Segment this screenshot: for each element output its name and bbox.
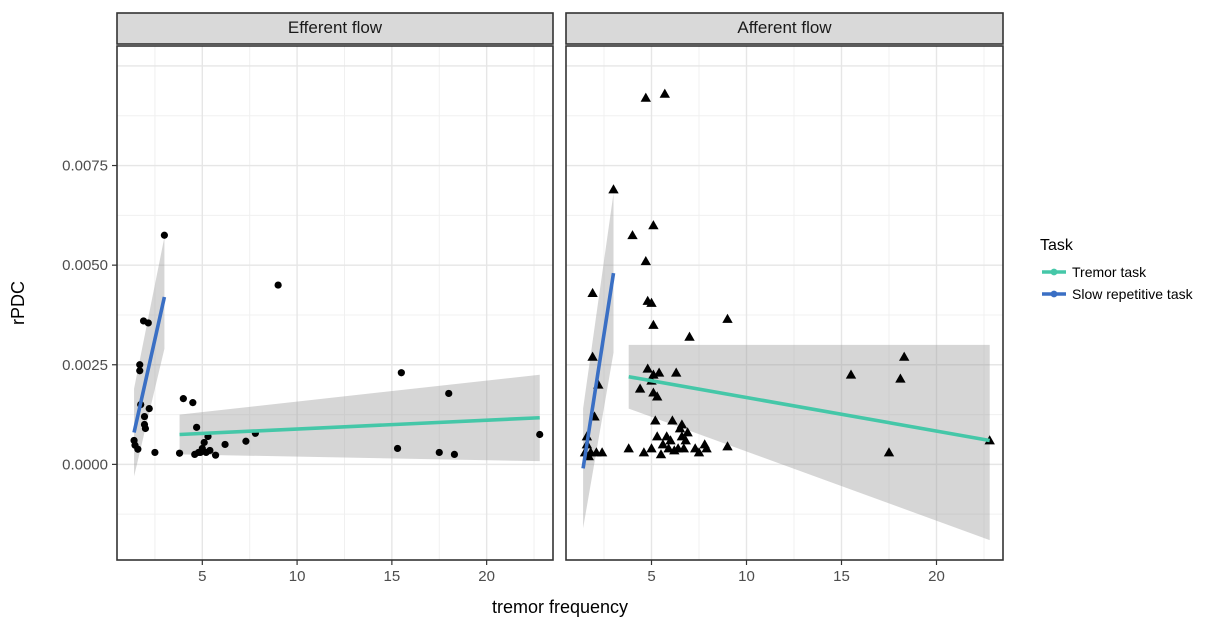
- data-point-triangle: [653, 367, 665, 377]
- data-point-circle: [193, 423, 201, 431]
- legend-label: Tremor task: [1072, 264, 1147, 280]
- data-point-triangle: [667, 415, 678, 425]
- data-point-triangle: [895, 373, 906, 383]
- data-point-circle: [211, 451, 220, 459]
- data-point-triangle: [642, 363, 653, 373]
- panel-border: [565, 45, 1004, 561]
- data-point-triangle: [684, 331, 695, 341]
- data-point-triangle: [646, 443, 657, 453]
- data-point-circle: [136, 361, 144, 369]
- x-tick-label: 5: [198, 568, 206, 585]
- data-point-triangle: [587, 287, 598, 297]
- y-tick-label: 0.0000: [62, 456, 108, 473]
- data-point-circle: [175, 449, 184, 457]
- fit-line: [132, 296, 167, 433]
- data-point-triangle: [845, 369, 857, 379]
- data-point-circle: [450, 450, 459, 459]
- facet-strip: [565, 12, 1004, 45]
- data-point-triangle: [676, 419, 688, 429]
- x-tick-label: 20: [928, 568, 945, 585]
- facet-strip-label: Efferent flow: [288, 18, 383, 37]
- data-point-triangle: [657, 439, 669, 449]
- legend-title: Task: [1040, 237, 1074, 254]
- data-point-circle: [536, 430, 544, 439]
- data-point-triangle: [680, 435, 691, 445]
- data-point-circle: [274, 281, 282, 289]
- data-point-circle: [141, 424, 150, 433]
- data-point-circle: [151, 448, 159, 457]
- fit-line: [628, 374, 991, 443]
- data-point-circle: [140, 412, 149, 421]
- data-point-circle: [160, 231, 168, 239]
- data-point-circle: [435, 448, 443, 457]
- y-axis-title: rPDC: [8, 281, 28, 325]
- data-point-triangle: [627, 230, 638, 240]
- data-point-triangle: [648, 220, 659, 230]
- facet-strip: [116, 12, 554, 45]
- data-point-triangle: [659, 88, 670, 98]
- y-tick-label: 0.0025: [62, 357, 108, 374]
- data-point-triangle: [652, 391, 663, 401]
- data-point-triangle: [701, 443, 712, 453]
- y-tick-label: 0.0050: [62, 257, 108, 274]
- data-point-triangle: [663, 443, 674, 453]
- data-point-triangle: [623, 443, 634, 453]
- fit-line: [179, 415, 540, 437]
- legend-key-point: [1050, 290, 1058, 298]
- data-point-triangle: [608, 184, 619, 194]
- panel-border: [116, 45, 554, 561]
- x-tick-label: 10: [289, 568, 306, 585]
- data-point-circle: [242, 437, 250, 445]
- x-tick-label: 10: [738, 568, 755, 585]
- data-point-triangle: [682, 427, 693, 437]
- x-tick-label: 20: [478, 568, 495, 585]
- facet-strip-label: Afferent flow: [737, 18, 832, 37]
- data-point-circle: [393, 444, 402, 453]
- data-point-circle: [221, 440, 229, 449]
- data-point-triangle: [648, 319, 659, 329]
- data-point-triangle: [652, 431, 663, 441]
- data-point-circle: [145, 404, 153, 413]
- x-axis-title: tremor frequency: [492, 597, 628, 617]
- data-point-triangle: [678, 443, 689, 453]
- panel-1: Efferent flow 5 10 15 20: [116, 12, 554, 585]
- data-point-circle: [445, 389, 453, 398]
- data-point-circle: [134, 445, 142, 453]
- legend: Task Tremor task Slow repetitive task: [1040, 237, 1194, 302]
- y-tick-label: 0.0075: [62, 158, 108, 175]
- data-point-circle: [144, 319, 152, 327]
- data-point-triangle: [671, 367, 682, 377]
- data-point-triangle: [899, 351, 910, 361]
- x-tick-label: 15: [384, 568, 401, 585]
- data-point-circle: [179, 395, 187, 403]
- panel-2: Afferent flow 5 10 15 20: [565, 12, 1004, 585]
- data-point-triangle: [638, 447, 650, 457]
- data-point-triangle: [650, 415, 661, 425]
- data-point-triangle: [640, 255, 651, 266]
- data-point-triangle: [722, 441, 733, 451]
- panel-background: [566, 46, 1003, 560]
- legend-key-point: [1050, 268, 1058, 276]
- x-tick-label: 5: [647, 568, 655, 585]
- panel-background: [117, 46, 553, 560]
- data-point-circle: [136, 367, 144, 375]
- data-point-triangle: [665, 435, 676, 445]
- data-point-triangle: [587, 351, 598, 361]
- data-point-triangle: [640, 92, 651, 102]
- x-tick-label: 15: [833, 568, 850, 585]
- fit-line: [581, 272, 616, 469]
- legend-label: Slow repetitive task: [1072, 286, 1194, 302]
- data-point-triangle: [722, 313, 733, 323]
- data-point-circle: [200, 438, 208, 447]
- data-point-triangle: [646, 297, 657, 307]
- data-point-circle: [206, 446, 214, 455]
- data-point-circle: [189, 399, 197, 407]
- data-point-triangle: [634, 383, 646, 393]
- data-point-triangle: [883, 447, 895, 457]
- data-point-triangle: [693, 447, 705, 457]
- data-point-circle: [397, 369, 405, 377]
- data-point-triangle: [655, 449, 667, 459]
- data-point-triangle: [596, 447, 608, 457]
